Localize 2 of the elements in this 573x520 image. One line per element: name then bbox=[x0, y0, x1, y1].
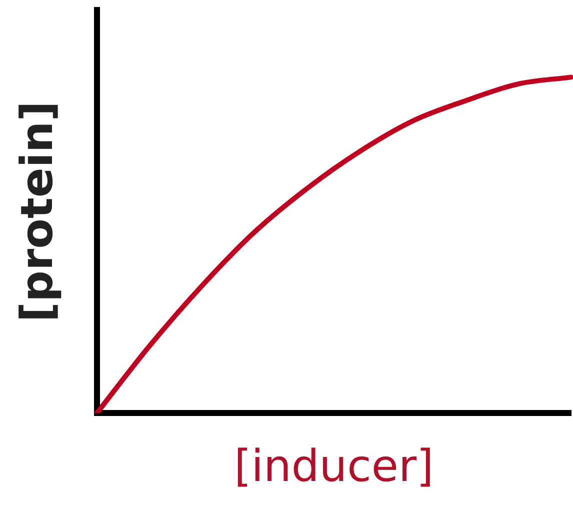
y-axis-title: [protein] bbox=[12, 101, 63, 322]
x-axis-title: [inducer] bbox=[234, 441, 434, 492]
